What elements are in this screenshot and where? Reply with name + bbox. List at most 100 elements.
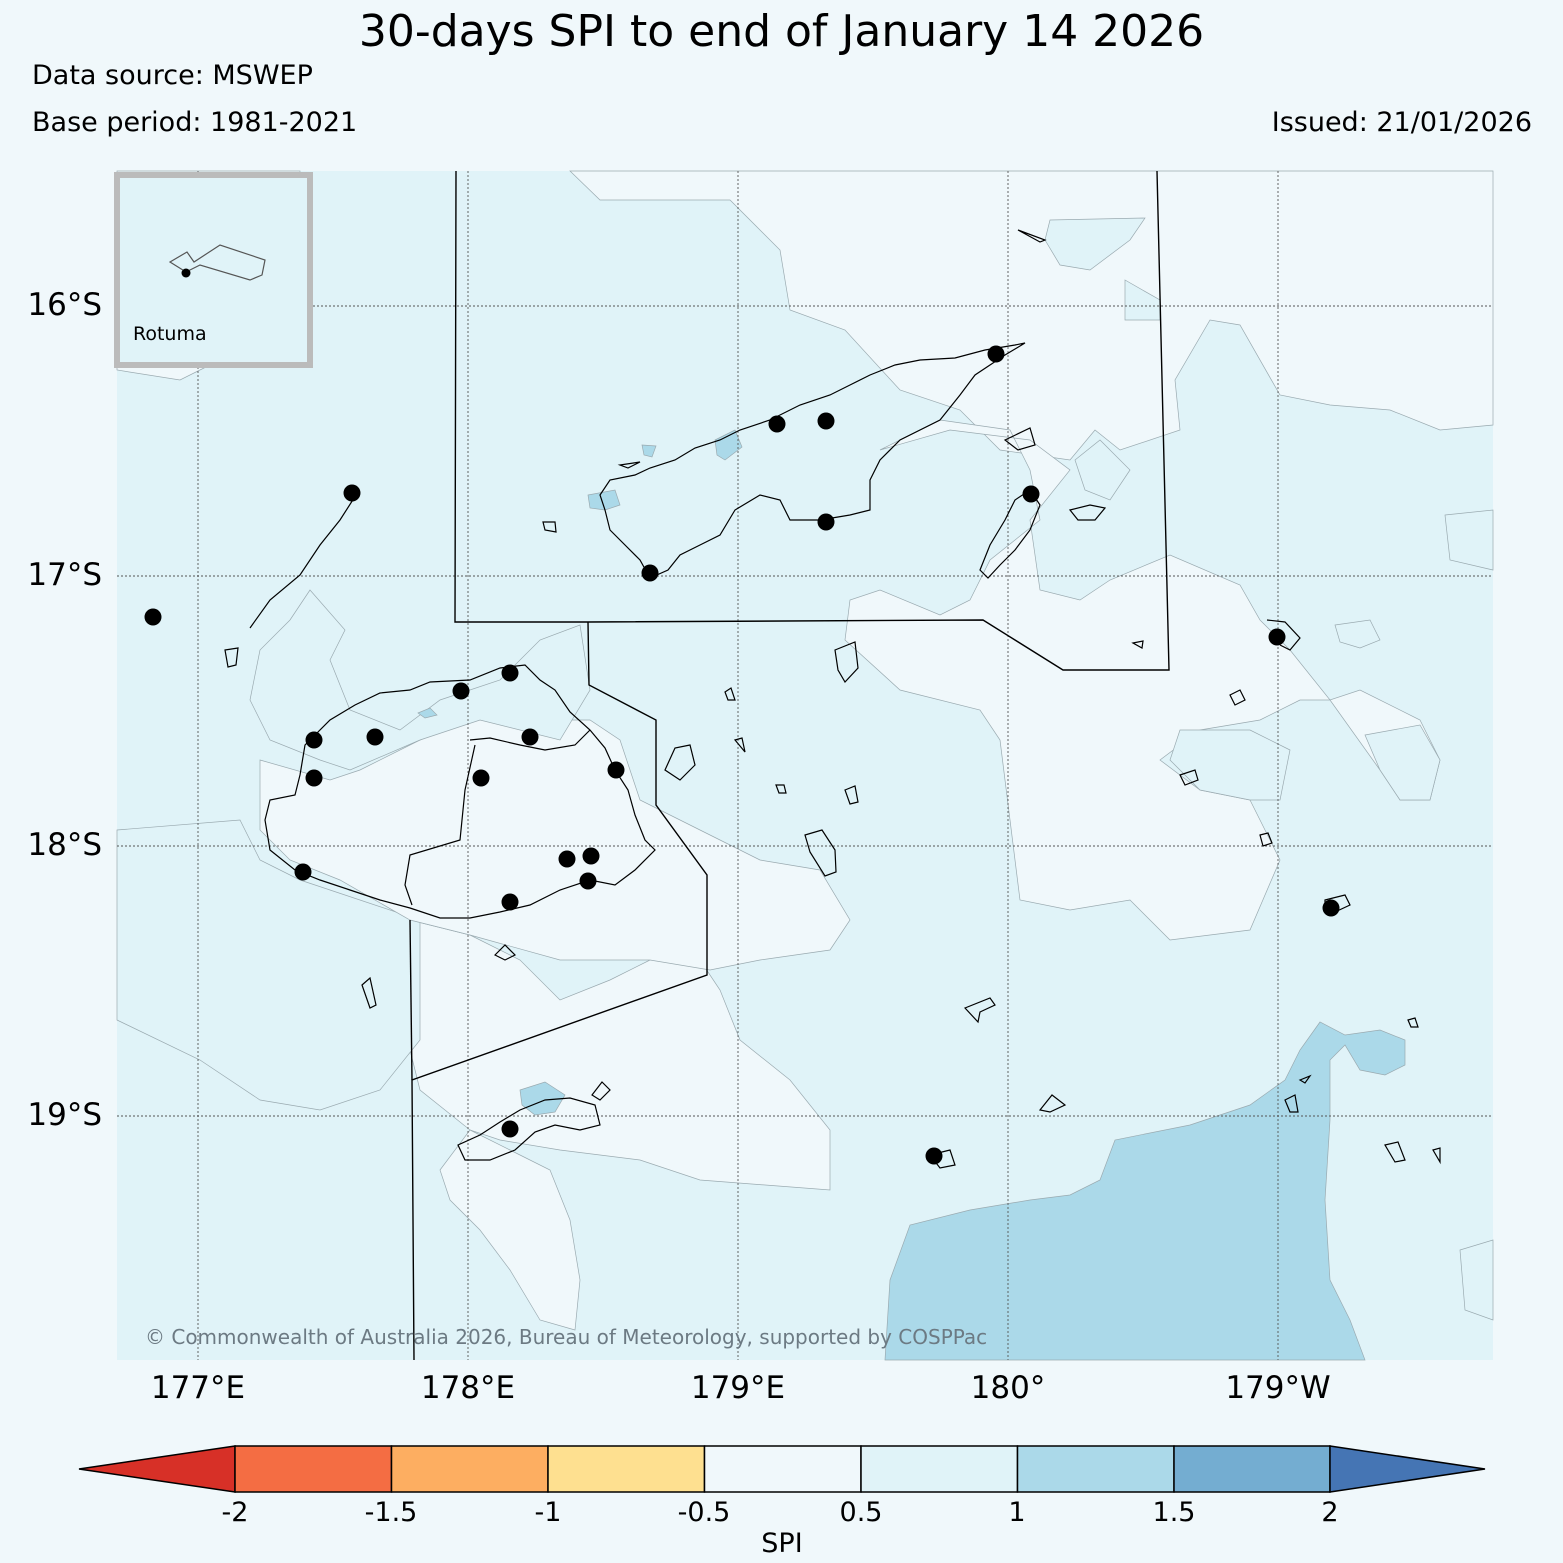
coast-taveuni	[979, 489, 1041, 579]
lon-label-179e: 179°E	[690, 1370, 786, 1406]
station-marker	[817, 513, 835, 531]
station-marker	[1022, 485, 1040, 503]
colorbar-tick: -2	[221, 1497, 249, 1528]
spi-wet-regions	[417, 429, 1406, 1361]
coast-viti-levu	[264, 664, 656, 919]
station-marker	[579, 872, 597, 890]
station-marker	[452, 682, 470, 700]
coast-islet-5	[361, 976, 377, 1009]
coast-koro	[834, 641, 859, 684]
coast-yasawa	[249, 494, 357, 629]
colorbar-tick: 1.5	[1152, 1497, 1196, 1528]
colorbar-extend-low	[78, 1445, 236, 1493]
coast-islet-17	[1298, 1074, 1312, 1084]
coast-islet-15	[724, 687, 736, 701]
coast-islet-18	[1003, 427, 1036, 451]
rotuma-coast	[168, 244, 266, 281]
map-title: 30-days SPI to end of January 14 2026	[358, 6, 1205, 57]
coast-gau	[804, 829, 837, 877]
coast-cicia	[1179, 769, 1199, 786]
inset-label-rotuma: Rotuma	[133, 323, 207, 345]
coast-kadavu	[457, 1097, 601, 1161]
data-source: Data source: MSWEP	[32, 60, 313, 91]
island-coastlines	[224, 229, 1441, 1169]
station-marker	[641, 564, 659, 582]
coast-viti-inner	[469, 729, 591, 751]
lat-label-17s: 17°S	[27, 557, 102, 593]
coast-islet-12	[775, 784, 787, 794]
spi-moderate-patches	[249, 217, 1494, 1321]
colorbar-tick: -0.5	[677, 1497, 731, 1528]
coast-islet-9	[542, 521, 557, 533]
station-marker	[521, 728, 539, 746]
station-marker	[817, 412, 835, 430]
station-marker	[607, 761, 625, 779]
station-marker	[472, 769, 490, 787]
colorbar-tick: -1.5	[364, 1497, 418, 1528]
coast-islet-2	[1259, 832, 1273, 847]
patch-kadavu	[519, 1081, 566, 1116]
rotuma-inset	[114, 172, 313, 368]
rotuma-station-marker	[181, 268, 191, 278]
coast-islet-20	[1432, 1147, 1441, 1165]
coast-islet-19	[617, 461, 641, 469]
lon-label-180: 180°	[970, 1370, 1046, 1406]
lat-label-19s: 19°S	[27, 1097, 102, 1133]
coast-islet-8	[224, 647, 239, 668]
station-marker	[366, 728, 384, 746]
lon-label-177e: 177°E	[150, 1370, 246, 1406]
station-marker	[501, 1120, 519, 1138]
station-marker	[925, 1147, 943, 1165]
division-boundaries	[409, 170, 1170, 1361]
base-period: Base period: 1981-2021	[32, 107, 358, 138]
colorbar-tick: -1	[534, 1497, 562, 1528]
station-marker	[1268, 628, 1286, 646]
copyright-notice: © Commonwealth of Australia 2026, Bureau…	[145, 1325, 988, 1349]
coast-islet-4	[1384, 1141, 1406, 1163]
coast-qamea	[1068, 504, 1107, 521]
station-marker	[501, 893, 519, 911]
coast-islet-14	[733, 737, 746, 753]
station-marker	[343, 484, 361, 502]
coast-moala	[963, 997, 996, 1024]
graticule	[117, 171, 1493, 1360]
patch-viti-coast	[417, 707, 438, 719]
station-marker	[294, 863, 312, 881]
coast-islet-16	[1407, 1017, 1419, 1028]
station-marker	[768, 415, 786, 433]
colorbar-tick: 0.5	[839, 1497, 883, 1528]
coast-islet-6	[591, 1081, 611, 1101]
coast-vanua-levu	[599, 342, 1026, 579]
lat-label-18s: 18°S	[27, 827, 102, 863]
region-centre-light	[844, 419, 1441, 941]
region-north-light	[569, 170, 1494, 461]
coast-totoya	[1038, 1094, 1067, 1113]
coast-viti-inner2	[404, 744, 476, 906]
colorbar-title: SPI	[761, 1528, 803, 1559]
station-marker	[558, 850, 576, 868]
coast-islet-3	[1284, 1094, 1299, 1113]
station-marker	[582, 847, 600, 865]
colorbar	[78, 1445, 1486, 1493]
issued-date: Issued: 21/01/2026	[1271, 107, 1532, 138]
patch-vanua-levu-west	[587, 489, 621, 511]
station-marker	[987, 345, 1005, 363]
coast-vanua-balavu	[1266, 619, 1301, 651]
coast-islet-13	[844, 785, 859, 805]
coast-islet-1	[1229, 689, 1246, 706]
patch-vanua-levu-centre	[714, 429, 743, 461]
station-markers	[144, 345, 1340, 1165]
coast-ovalau	[664, 744, 696, 781]
lon-label-178e: 178°E	[420, 1370, 516, 1406]
station-marker	[144, 608, 162, 626]
station-marker	[501, 664, 519, 682]
coast-islet-10	[1017, 229, 1047, 243]
lon-label-179w: 179°W	[1225, 1370, 1331, 1406]
colorbar-tick: 1	[1008, 1497, 1026, 1528]
lat-label-16s: 16°S	[27, 287, 102, 323]
station-marker	[305, 731, 323, 749]
region-southern-lobe	[439, 1129, 581, 1331]
colorbar-tick: 2	[1321, 1497, 1339, 1528]
coast-islet-11	[1131, 640, 1144, 649]
